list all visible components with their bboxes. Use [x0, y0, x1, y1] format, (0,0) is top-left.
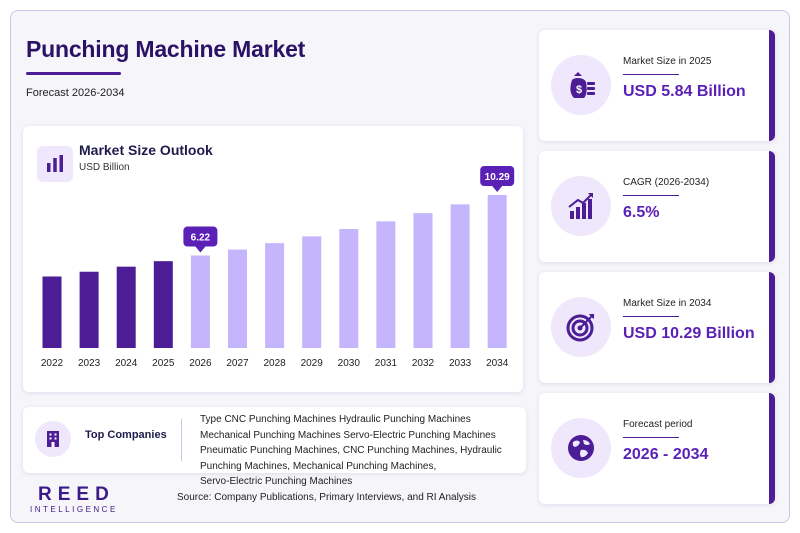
- x-tick-label: 2029: [301, 358, 324, 369]
- kpi-divider: [623, 74, 679, 75]
- title-underline: [26, 72, 121, 75]
- kpi-divider: [623, 195, 679, 196]
- data-label: 6.22: [191, 233, 211, 244]
- bar-2022: [42, 276, 62, 348]
- companies-line: Mechanical Punching Machines Servo-Elect…: [200, 429, 496, 441]
- source-note: Source: Company Publications, Primary In…: [177, 492, 477, 503]
- money-bag-icon: $: [551, 55, 611, 115]
- kpi-value: USD 10.29 Billion: [623, 325, 755, 342]
- bar-2024: [116, 266, 136, 348]
- kpi-divider: [623, 316, 679, 317]
- top-companies-card: Top Companies Type CNC Punching Machines…: [23, 407, 526, 487]
- page-subtitle: Forecast 2026-2034: [26, 87, 125, 99]
- bar-2023: [79, 271, 99, 348]
- x-tick-label: 2032: [412, 358, 435, 369]
- x-tick-label: 2022: [41, 358, 64, 369]
- x-tick-label: 2024: [115, 358, 138, 369]
- companies-line: Type CNC Punching Machines Hydraulic Pun…: [200, 414, 471, 425]
- x-tick-label: 2031: [375, 358, 398, 369]
- bar-2026: [190, 255, 210, 348]
- companies-line: Pneumatic Punching Machines, CNC Punchin…: [200, 445, 502, 456]
- x-tick-label: 2025: [152, 358, 175, 369]
- value-callout-2034: 10.29: [480, 166, 515, 192]
- x-tick-label: 2026: [189, 358, 212, 369]
- data-label: 10.29: [485, 172, 510, 183]
- kpi-label: Market Size in 2034: [623, 298, 712, 309]
- logo-wordmark: REED: [38, 484, 115, 505]
- chart-card: Market Size Outlook USD Billion 2022 2023…: [23, 126, 523, 392]
- kpi-value: USD 5.84 Billion: [623, 83, 746, 100]
- bar-2029: [302, 236, 322, 348]
- kpi-card-market-size-2025: $ Market Size in 2025 USD 5.84 Billion: [539, 30, 775, 141]
- bar-2030: [339, 229, 359, 348]
- kpi-value: 6.5%: [623, 204, 660, 221]
- bar-2031: [376, 221, 396, 348]
- bar-2034: [487, 195, 507, 348]
- x-tick-label: 2030: [338, 358, 361, 369]
- svg-text:$: $: [576, 84, 582, 96]
- top-companies-label: Top Companies: [85, 429, 167, 441]
- bar-chart: 2022 2023 2024 2025 2026 6.22 2027 2028 2029 2030…: [41, 166, 515, 369]
- x-tick-label: 2033: [449, 358, 472, 369]
- kpi-value: 2026 - 2034: [623, 446, 709, 463]
- x-tick-label: 2027: [226, 358, 249, 369]
- chart-unit: USD Billion: [79, 162, 130, 173]
- value-callout-2026: 6.22: [183, 226, 218, 253]
- bar-2027: [228, 249, 247, 348]
- kpi-divider: [623, 437, 679, 438]
- kpi-card-market-size-2034: Market Size in 2034 USD 10.29 Billion: [539, 272, 775, 383]
- logo-tagline: INTELLIGENCE: [30, 505, 118, 514]
- x-tick-label: 2023: [78, 358, 101, 369]
- bar-2032: [413, 213, 433, 348]
- kpi-label: CAGR (2026-2034): [623, 177, 710, 188]
- growth-chart-icon: [551, 176, 611, 236]
- kpi-card-forecast-period: Forecast period 2026 - 2034: [539, 393, 775, 504]
- target-icon: [551, 297, 611, 357]
- bar-2028: [265, 243, 285, 348]
- companies-line: Punching Machines, Mechanical Punching M…: [200, 460, 437, 472]
- companies-divider: [181, 419, 182, 461]
- x-tick-label: 2034: [486, 358, 509, 369]
- companies-list: Type CNC Punching Machines Hydraulic Pun…: [200, 412, 535, 490]
- bar-2025: [153, 261, 173, 348]
- chart-title: Market Size Outlook: [79, 142, 213, 158]
- bar-chart-icon: [37, 146, 73, 182]
- companies-line: Servo-Electric Punching Machines: [200, 476, 353, 487]
- kpi-label: Forecast period: [623, 419, 693, 430]
- kpi-label: Market Size in 2025: [623, 56, 712, 67]
- building-icon: [35, 421, 71, 457]
- x-tick-label: 2028: [263, 358, 286, 369]
- globe-icon: [551, 418, 611, 478]
- kpi-card-cagr: CAGR (2026-2034) 6.5%: [539, 151, 775, 262]
- bar-2033: [450, 204, 470, 348]
- page-title: Punching Machine Market: [26, 36, 306, 62]
